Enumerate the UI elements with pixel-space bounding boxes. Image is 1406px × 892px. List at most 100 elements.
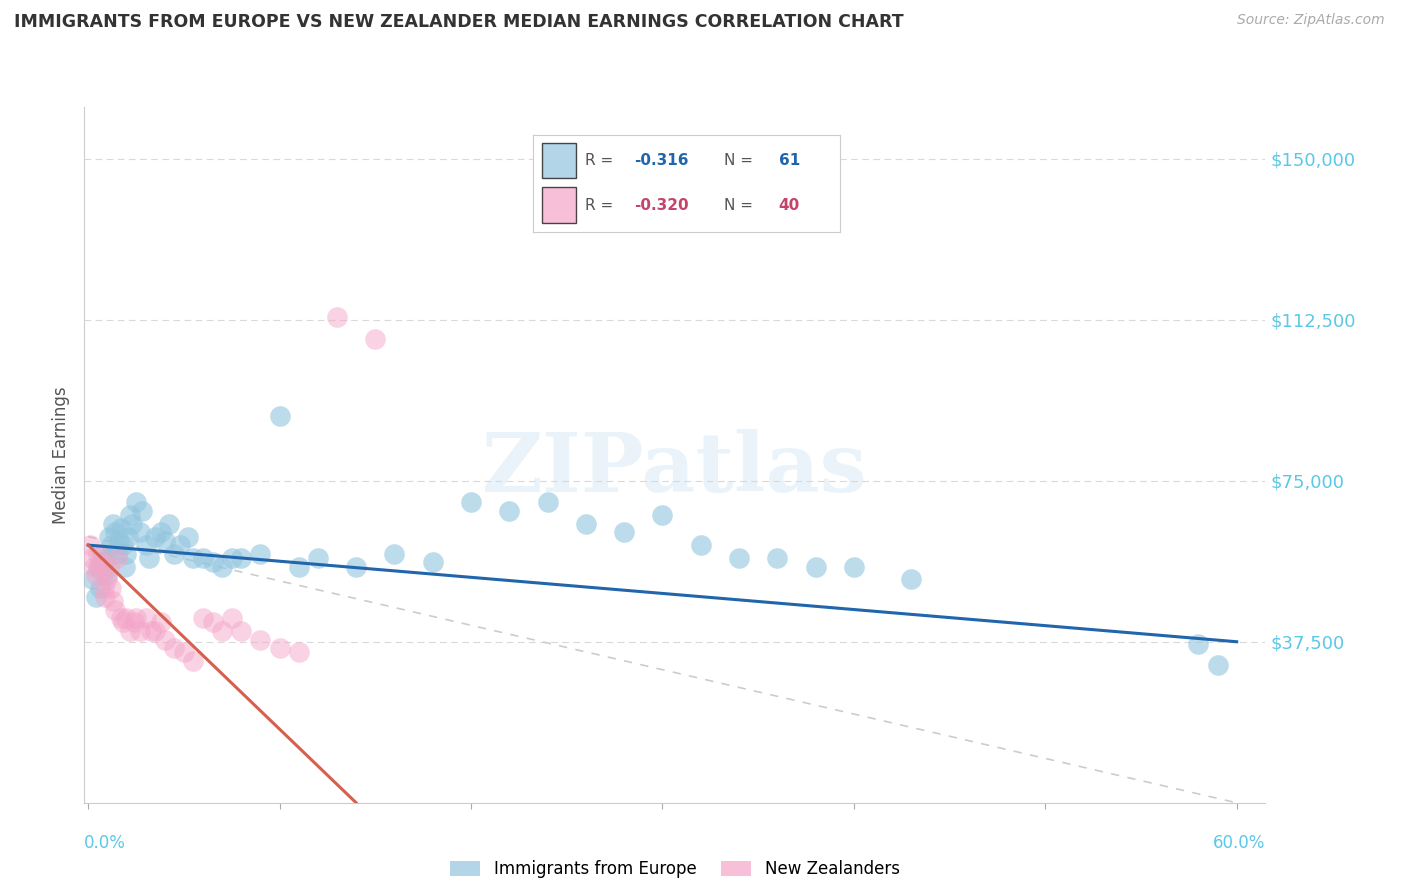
Point: [269, 409, 291, 424]
Point: [89, 581, 111, 595]
Point: [163, 641, 186, 656]
Point: [114, 559, 136, 574]
Text: Source: ZipAtlas.com: Source: ZipAtlas.com: [1237, 13, 1385, 28]
Point: [121, 516, 143, 531]
Point: [105, 551, 128, 566]
Point: [98, 559, 121, 574]
Point: [1187, 637, 1209, 651]
Point: [191, 611, 214, 625]
Point: [100, 581, 122, 595]
Point: [143, 624, 166, 638]
Point: [125, 611, 148, 625]
Point: [141, 624, 163, 638]
Point: [221, 551, 243, 566]
Point: [287, 559, 309, 574]
Point: [157, 516, 180, 531]
Point: [110, 521, 132, 535]
Point: [89, 555, 111, 569]
Point: [111, 538, 134, 552]
Point: [149, 615, 172, 630]
Point: [842, 559, 865, 574]
Point: [84, 568, 107, 582]
Point: [120, 508, 142, 522]
Point: [80, 573, 103, 587]
Point: [120, 624, 142, 638]
Point: [96, 573, 118, 587]
Point: [128, 624, 150, 638]
Point: [143, 529, 166, 543]
Point: [79, 538, 101, 552]
Point: [536, 495, 558, 509]
Point: [149, 525, 172, 540]
Point: [211, 559, 233, 574]
Point: [766, 551, 789, 566]
Point: [94, 590, 117, 604]
Point: [87, 559, 110, 574]
Point: [111, 615, 134, 630]
Point: [100, 538, 122, 552]
Point: [307, 551, 329, 566]
Point: [183, 551, 205, 566]
Point: [163, 547, 186, 561]
Point: [90, 547, 112, 561]
Point: [422, 555, 444, 569]
Point: [689, 538, 711, 552]
Y-axis label: Median Earnings: Median Earnings: [52, 386, 70, 524]
Point: [108, 533, 131, 548]
Point: [344, 559, 367, 574]
Text: ZIPatlas: ZIPatlas: [482, 429, 868, 508]
Point: [900, 573, 922, 587]
Point: [326, 310, 349, 325]
Point: [364, 332, 387, 346]
Point: [117, 529, 139, 543]
Point: [138, 551, 160, 566]
Point: [231, 624, 253, 638]
Point: [153, 632, 176, 647]
Point: [131, 504, 153, 518]
Point: [122, 615, 145, 630]
Point: [80, 551, 103, 566]
Point: [169, 538, 191, 552]
Point: [96, 551, 118, 566]
Point: [105, 547, 128, 561]
Point: [94, 555, 117, 569]
Point: [83, 559, 105, 574]
Point: [115, 547, 138, 561]
Point: [135, 611, 157, 625]
Point: [201, 555, 224, 569]
Point: [1206, 658, 1229, 673]
Point: [93, 581, 115, 595]
Point: [96, 568, 118, 582]
Point: [104, 525, 127, 540]
Point: [651, 508, 673, 522]
Point: [125, 495, 148, 509]
Point: [93, 564, 115, 578]
Point: [201, 615, 224, 630]
Point: [231, 551, 253, 566]
Legend: Immigrants from Europe, New Zealanders: Immigrants from Europe, New Zealanders: [443, 854, 907, 885]
Text: IMMIGRANTS FROM EUROPE VS NEW ZEALANDER MEDIAN EARNINGS CORRELATION CHART: IMMIGRANTS FROM EUROPE VS NEW ZEALANDER …: [14, 13, 904, 31]
Point: [804, 559, 827, 574]
Point: [84, 590, 107, 604]
Point: [211, 624, 233, 638]
Point: [177, 529, 200, 543]
Text: 0.0%: 0.0%: [84, 834, 127, 852]
Point: [575, 516, 598, 531]
Point: [249, 547, 271, 561]
Point: [384, 547, 406, 561]
Point: [613, 525, 636, 540]
Point: [728, 551, 751, 566]
Point: [221, 611, 243, 625]
Point: [104, 602, 127, 616]
Point: [183, 654, 205, 668]
Point: [98, 529, 121, 543]
Point: [498, 504, 520, 518]
Text: 60.0%: 60.0%: [1213, 834, 1265, 852]
Point: [101, 594, 124, 608]
Point: [287, 645, 309, 659]
Point: [110, 611, 132, 625]
Point: [173, 645, 195, 659]
Point: [90, 564, 112, 578]
Point: [153, 533, 176, 548]
Point: [135, 538, 157, 552]
